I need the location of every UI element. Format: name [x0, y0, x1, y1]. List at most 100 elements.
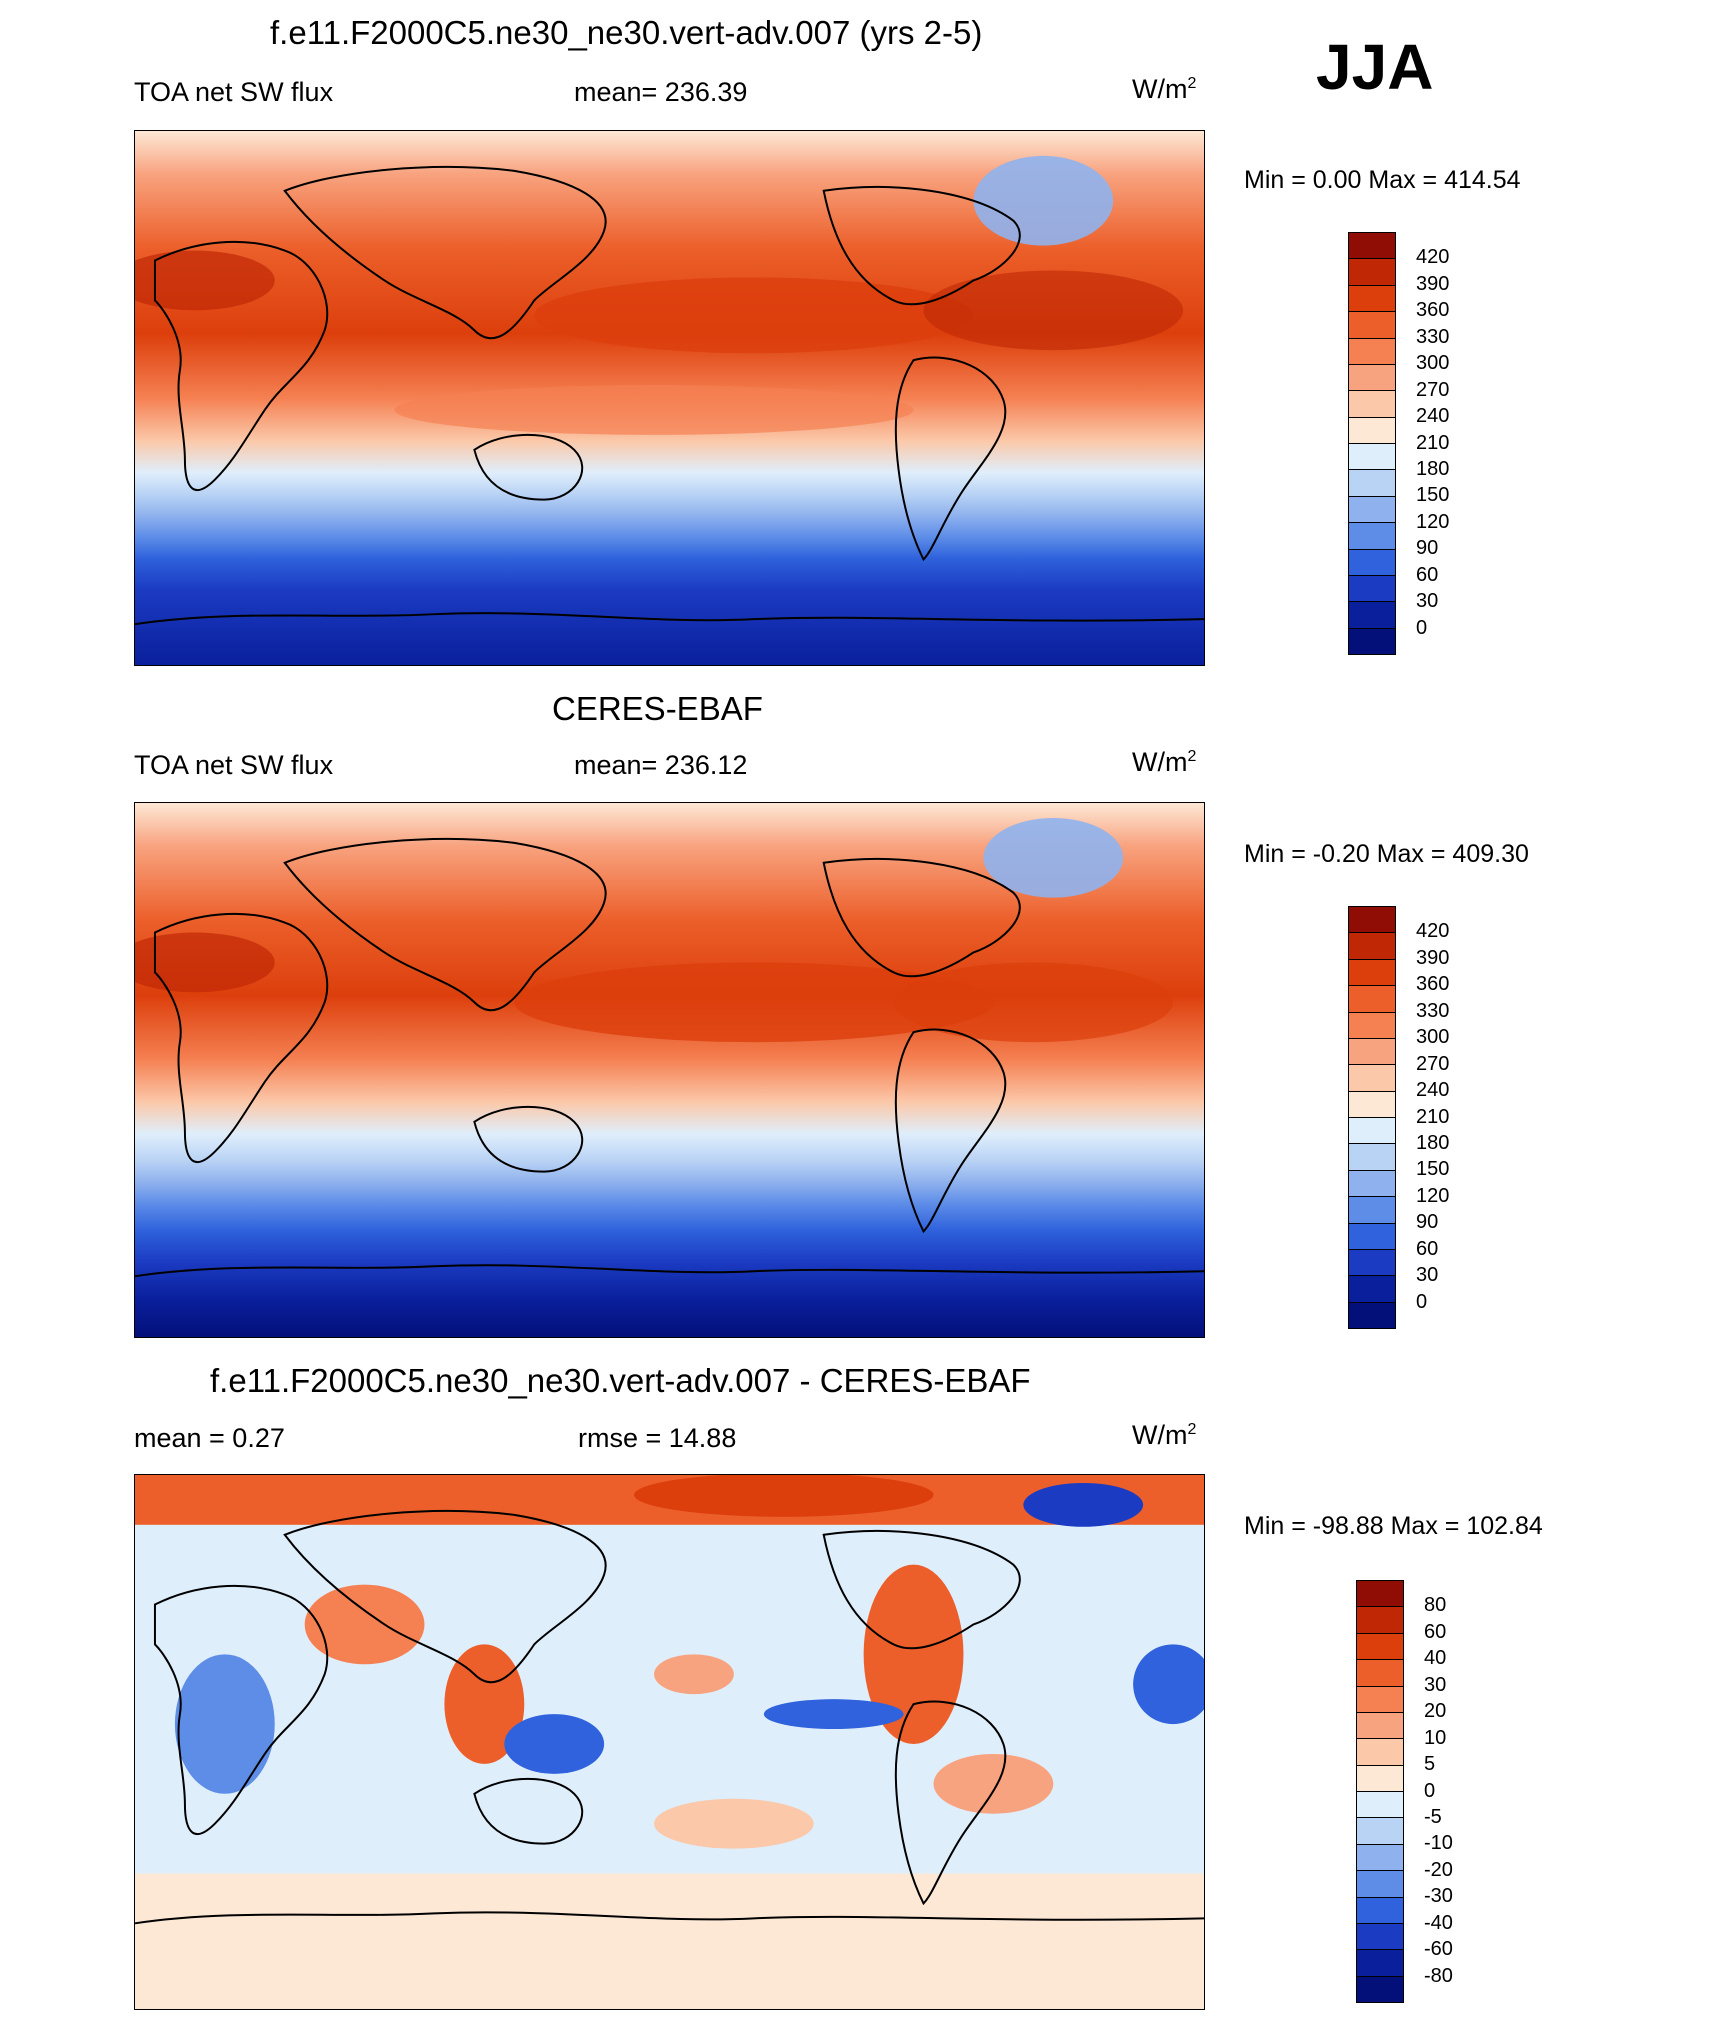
- colorbar-tick-label: 300: [1416, 352, 1450, 375]
- colorbar-segment: [1349, 575, 1395, 603]
- colorbar-segment: [1349, 1170, 1395, 1198]
- model-map: [134, 130, 1205, 666]
- colorbar-tick-label: 30: [1416, 590, 1439, 613]
- colorbar-segment: [1349, 628, 1395, 654]
- colorbar-tick-label: 180: [1416, 1131, 1450, 1154]
- colorbar-tick-label: 40: [1424, 1647, 1447, 1670]
- colorbar-segment: [1349, 1197, 1395, 1224]
- colorbar-segment: [1349, 496, 1395, 524]
- colorbar-segment: [1349, 1276, 1395, 1303]
- colorbar-segment: [1349, 933, 1395, 960]
- panel-minmax: Min = 0.00 Max = 414.54: [1244, 166, 1521, 194]
- colorbar-tick-label: 270: [1416, 1052, 1450, 1075]
- colorbar-segment: [1357, 1686, 1403, 1713]
- colorbar-segment: [1349, 417, 1395, 444]
- colorbar-segment: [1357, 1607, 1403, 1634]
- colorbar: [1348, 232, 1396, 655]
- colorbar-tick-label: 210: [1416, 431, 1450, 454]
- colorbar-segment: [1349, 523, 1395, 550]
- colorbar-segment: [1349, 1223, 1395, 1250]
- panel-title: CERES-EBAF: [552, 690, 763, 727]
- colorbar-tick-label: -10: [1424, 1832, 1453, 1855]
- colorbar-segment: [1349, 1091, 1395, 1118]
- colorbar-tick-label: -60: [1424, 1938, 1453, 1961]
- colorbar-segment: [1357, 1844, 1403, 1872]
- colorbar-tick-label: 60: [1416, 563, 1439, 586]
- panel-units-label: W/m2: [1132, 747, 1197, 777]
- colorbar-tick-label: 90: [1416, 537, 1439, 560]
- panel-title: f.e11.F2000C5.ne30_ne30.vert-adv.007 - C…: [210, 1362, 1031, 1399]
- colorbar-tick-label: 420: [1416, 246, 1450, 269]
- panel-variable-label: TOA net SW flux: [134, 750, 334, 780]
- colorbar-tick-label: 300: [1416, 1026, 1450, 1049]
- colorbar-segment: [1349, 391, 1395, 418]
- colorbar-segment: [1349, 907, 1395, 934]
- colorbar-segment: [1357, 1660, 1403, 1687]
- colorbar-tick-label: 270: [1416, 378, 1450, 401]
- colorbar-segment: [1349, 444, 1395, 471]
- colorbar-segment: [1357, 1633, 1403, 1661]
- colorbar-segment: [1349, 1118, 1395, 1145]
- colorbar-tick-label: 60: [1424, 1620, 1447, 1643]
- colorbar-segment: [1349, 959, 1395, 987]
- panel-variable-label: TOA net SW flux: [134, 77, 334, 107]
- colorbar-tick-label: 30: [1424, 1673, 1447, 1696]
- colorbar-tick-label: 180: [1416, 457, 1450, 480]
- colorbar-segment: [1349, 986, 1395, 1013]
- colorbar-segment: [1357, 1871, 1403, 1898]
- colorbar-segment: [1349, 364, 1395, 392]
- colorbar-segment: [1349, 312, 1395, 339]
- colorbar-segment: [1357, 1581, 1403, 1608]
- colorbar-segment: [1357, 1765, 1403, 1792]
- colorbar-segment: [1349, 285, 1395, 313]
- colorbar-tick-label: 20: [1424, 1700, 1447, 1723]
- colorbar-segment: [1357, 1792, 1403, 1819]
- colorbar-tick-label: 240: [1416, 405, 1450, 428]
- colorbar-segment: [1357, 1712, 1403, 1740]
- panel-rmse-label: rmse = 14.88: [578, 1423, 737, 1453]
- colorbar-tick-label: -80: [1424, 1964, 1453, 1987]
- colorbar-tick-label: 10: [1424, 1726, 1447, 1749]
- colorbar-tick-label: 0: [1416, 1290, 1428, 1313]
- colorbar-segment: [1349, 1144, 1395, 1171]
- colorbar-tick-label: 60: [1416, 1237, 1439, 1260]
- panel-minmax: Min = -0.20 Max = 409.30: [1244, 840, 1529, 868]
- season-label: JJA: [1316, 31, 1434, 103]
- colorbar-tick-label: 240: [1416, 1079, 1450, 1102]
- colorbar-segment: [1349, 470, 1395, 497]
- colorbar-segment: [1349, 233, 1395, 260]
- colorbar-tick-label: -30: [1424, 1885, 1453, 1908]
- panel-minmax: Min = -98.88 Max = 102.84: [1244, 1512, 1543, 1540]
- colorbar-tick-label: 90: [1416, 1211, 1439, 1234]
- panel-mean-label: mean = 0.27: [134, 1423, 285, 1453]
- colorbar-tick-label: -5: [1424, 1805, 1442, 1828]
- panel-mean-label: mean= 236.12: [574, 750, 748, 780]
- panel-units-label: W/m2: [1132, 1420, 1197, 1450]
- colorbar-segment: [1349, 338, 1395, 365]
- colorbar-tick-label: 150: [1416, 1158, 1450, 1181]
- colorbar: [1356, 1580, 1404, 2003]
- colorbar-segment: [1349, 549, 1395, 576]
- colorbar-tick-label: -20: [1424, 1858, 1453, 1881]
- colorbar-tick-label: 390: [1416, 946, 1450, 969]
- colorbar-segment: [1357, 1923, 1403, 1951]
- colorbar-tick-label: 330: [1416, 325, 1450, 348]
- panel-units-label: W/m2: [1132, 74, 1197, 104]
- colorbar-tick-label: 360: [1416, 299, 1450, 322]
- colorbar-segment: [1357, 1739, 1403, 1766]
- colorbar-segment: [1349, 1065, 1395, 1092]
- colorbar: [1348, 906, 1396, 1329]
- colorbar-segment: [1349, 1012, 1395, 1039]
- colorbar-tick-label: 360: [1416, 973, 1450, 996]
- panel-mean-label: mean= 236.39: [574, 77, 748, 107]
- panel-title: f.e11.F2000C5.ne30_ne30.vert-adv.007 (yr…: [270, 14, 983, 51]
- colorbar-segment: [1357, 1897, 1403, 1924]
- colorbar-segment: [1349, 1038, 1395, 1066]
- colorbar-segment: [1349, 259, 1395, 286]
- colorbar-tick-label: 210: [1416, 1105, 1450, 1128]
- colorbar-tick-label: 30: [1416, 1264, 1439, 1287]
- colorbar-segment: [1357, 1950, 1403, 1977]
- colorbar-tick-label: -40: [1424, 1911, 1453, 1934]
- colorbar-tick-label: 5: [1424, 1753, 1436, 1776]
- colorbar-segment: [1349, 1302, 1395, 1328]
